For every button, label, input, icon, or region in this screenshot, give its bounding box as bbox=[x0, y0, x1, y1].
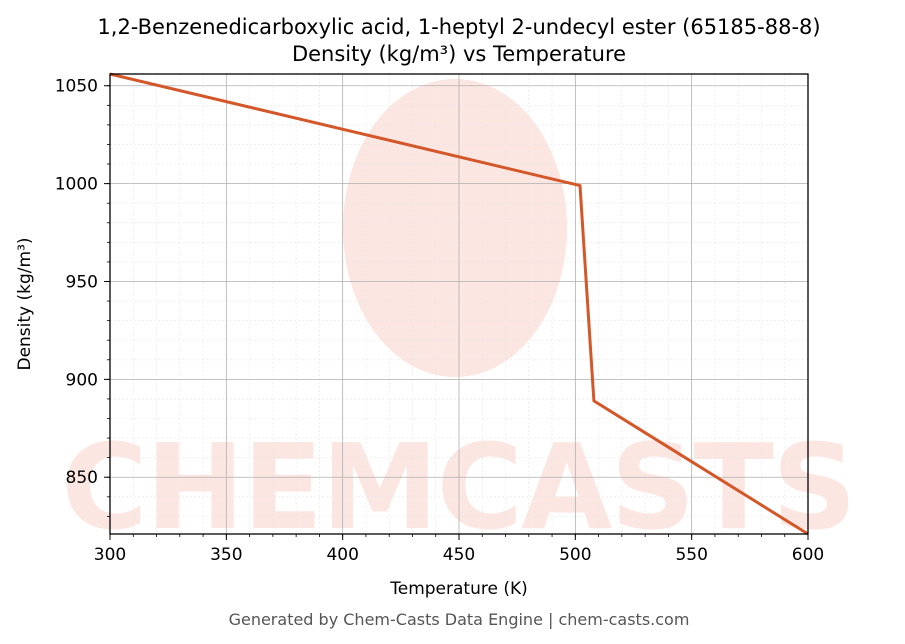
x-tick-label: 450 bbox=[443, 545, 475, 565]
x-tick-label: 350 bbox=[210, 545, 242, 565]
y-tick-label: 1050 bbox=[55, 77, 98, 97]
data-series bbox=[109, 72, 809, 536]
y-axis-label: Density (kg/m³) bbox=[15, 237, 35, 370]
x-tick-label: 400 bbox=[326, 545, 358, 565]
x-tick-label: 300 bbox=[94, 545, 126, 565]
y-tick-label: 1000 bbox=[55, 175, 98, 195]
y-tick-label: 850 bbox=[66, 468, 98, 488]
x-axis-ticks: 300 350 400 450 500 550 600 bbox=[94, 534, 824, 565]
x-tick-label: 500 bbox=[559, 545, 591, 565]
footer-credit: Generated by Chem-Casts Data Engine | ch… bbox=[229, 610, 690, 629]
density-line bbox=[109, 72, 809, 536]
watermark: CHEMCASTS bbox=[61, 79, 857, 556]
y-tick-label: 900 bbox=[66, 370, 98, 390]
chart-subtitle: Density (kg/m³) vs Temperature bbox=[292, 42, 626, 66]
chart-title: 1,2-Benzenedicarboxylic acid, 1-heptyl 2… bbox=[97, 15, 820, 39]
x-axis-label: Temperature (K) bbox=[389, 579, 528, 599]
x-tick-label: 600 bbox=[792, 545, 824, 565]
y-tick-label: 950 bbox=[66, 272, 98, 292]
x-tick-label: 550 bbox=[675, 545, 707, 565]
y-axis-ticks: 850 900 950 1000 1050 bbox=[55, 77, 110, 517]
